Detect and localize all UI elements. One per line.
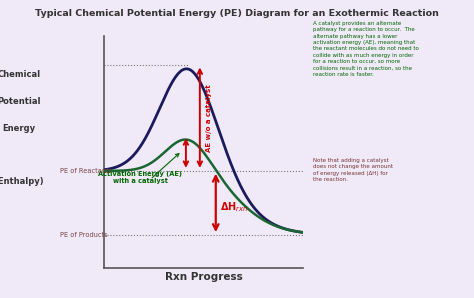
Text: Note that adding a catalyst
does not change the amount
of energy released (ΔH) f: Note that adding a catalyst does not cha… (313, 158, 393, 182)
Text: PE of Products: PE of Products (61, 232, 108, 238)
Text: Energy: Energy (2, 124, 36, 133)
Text: AE w/o a catalyst: AE w/o a catalyst (206, 84, 212, 152)
X-axis label: Rxn Progress: Rxn Progress (165, 272, 243, 283)
Text: Activation Energy (AE)
with a catalyst: Activation Energy (AE) with a catalyst (98, 171, 182, 184)
Text: A catalyst provides an alternate
pathway for a reaction to occur.  The
alternate: A catalyst provides an alternate pathway… (313, 21, 419, 77)
Text: (Enthalpy): (Enthalpy) (0, 177, 44, 186)
Text: PE of Reactants: PE of Reactants (61, 168, 113, 174)
Text: Potential: Potential (0, 97, 41, 106)
Text: Chemical: Chemical (0, 70, 40, 79)
Text: Typical Chemical Potential Energy (PE) Diagram for an Exothermic Reaction: Typical Chemical Potential Energy (PE) D… (35, 9, 439, 18)
Text: ΔH$_{rxn}$: ΔH$_{rxn}$ (220, 201, 248, 214)
